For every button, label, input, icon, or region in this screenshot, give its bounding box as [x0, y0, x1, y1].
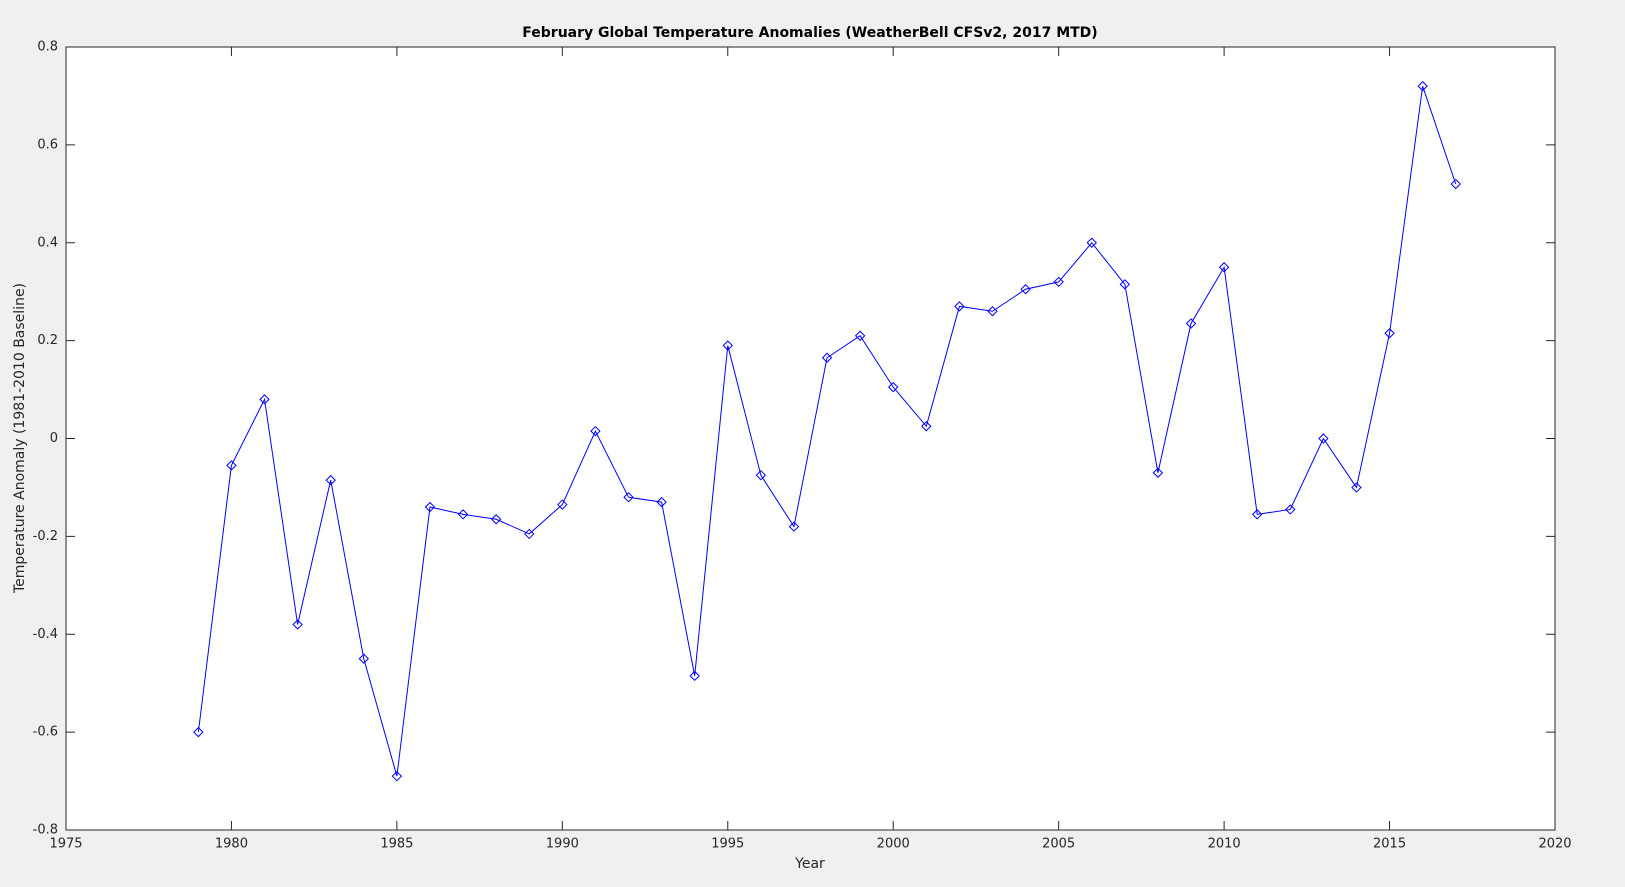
marker: [1384, 328, 1395, 339]
y-tick-label: 0: [50, 431, 58, 446]
marker: [689, 670, 700, 682]
plot-area: [65, 46, 1556, 831]
marker: [1086, 237, 1097, 248]
marker: [854, 330, 866, 341]
x-tick-label: 2010: [1208, 837, 1241, 852]
x-tick-label: 2020: [1538, 837, 1571, 852]
y-tick-label: -0.2: [33, 529, 58, 544]
y-tick-label: 0.2: [37, 333, 58, 348]
marker: [1417, 80, 1428, 92]
marker: [193, 726, 204, 738]
marker: [226, 460, 237, 471]
marker: [1053, 276, 1064, 288]
marker: [1285, 504, 1296, 515]
marker: [259, 394, 270, 405]
marker: [888, 381, 899, 393]
marker: [755, 469, 767, 481]
chart-title: February Global Temperature Anomalies (W…: [522, 25, 1097, 41]
x-tick-label: 1980: [215, 837, 248, 852]
x-tick-label: 1985: [380, 837, 413, 852]
marker: [557, 499, 568, 510]
data-line: [197, 85, 1457, 777]
marker: [1020, 284, 1031, 295]
x-tick-label: 1975: [49, 837, 82, 852]
x-tick-label: 1990: [546, 837, 579, 852]
marker: [1318, 433, 1329, 444]
marker: [954, 301, 965, 312]
x-tick-label: 2015: [1373, 837, 1406, 852]
y-tick-label: -0.4: [33, 627, 58, 642]
marker: [524, 528, 535, 540]
marker: [391, 770, 403, 782]
marker: [590, 425, 601, 437]
y-tick-label: 0.4: [37, 235, 58, 250]
marker: [358, 653, 370, 664]
marker: [490, 514, 502, 525]
marker: [656, 496, 667, 508]
x-axis-label: Year: [794, 856, 825, 872]
marker: [325, 474, 336, 486]
x-tick-label: 1995: [711, 837, 744, 852]
marker: [1218, 262, 1230, 273]
marker: [1185, 318, 1197, 329]
marker: [788, 521, 800, 532]
marker: [292, 619, 303, 630]
x-tick-label: 2005: [1042, 837, 1075, 852]
marker: [1351, 482, 1362, 493]
y-tick-label: -0.8: [33, 823, 58, 838]
marker: [424, 501, 436, 513]
marker: [821, 352, 833, 363]
marker: [457, 509, 469, 520]
y-axis-label: Temperature Anomaly (1981-2010 Baseline): [12, 283, 28, 594]
marker: [1251, 509, 1263, 520]
marker: [1152, 467, 1164, 478]
marker: [1119, 279, 1131, 290]
y-tick-label: -0.6: [33, 725, 58, 740]
marker: [623, 492, 634, 503]
y-tick-label: 0.8: [37, 40, 58, 55]
y-tick-label: 0.6: [37, 137, 58, 152]
marker: [1450, 178, 1461, 190]
x-tick-label: 2000: [877, 837, 910, 852]
marker: [921, 421, 932, 432]
marker: [722, 340, 733, 351]
marker: [987, 306, 998, 317]
